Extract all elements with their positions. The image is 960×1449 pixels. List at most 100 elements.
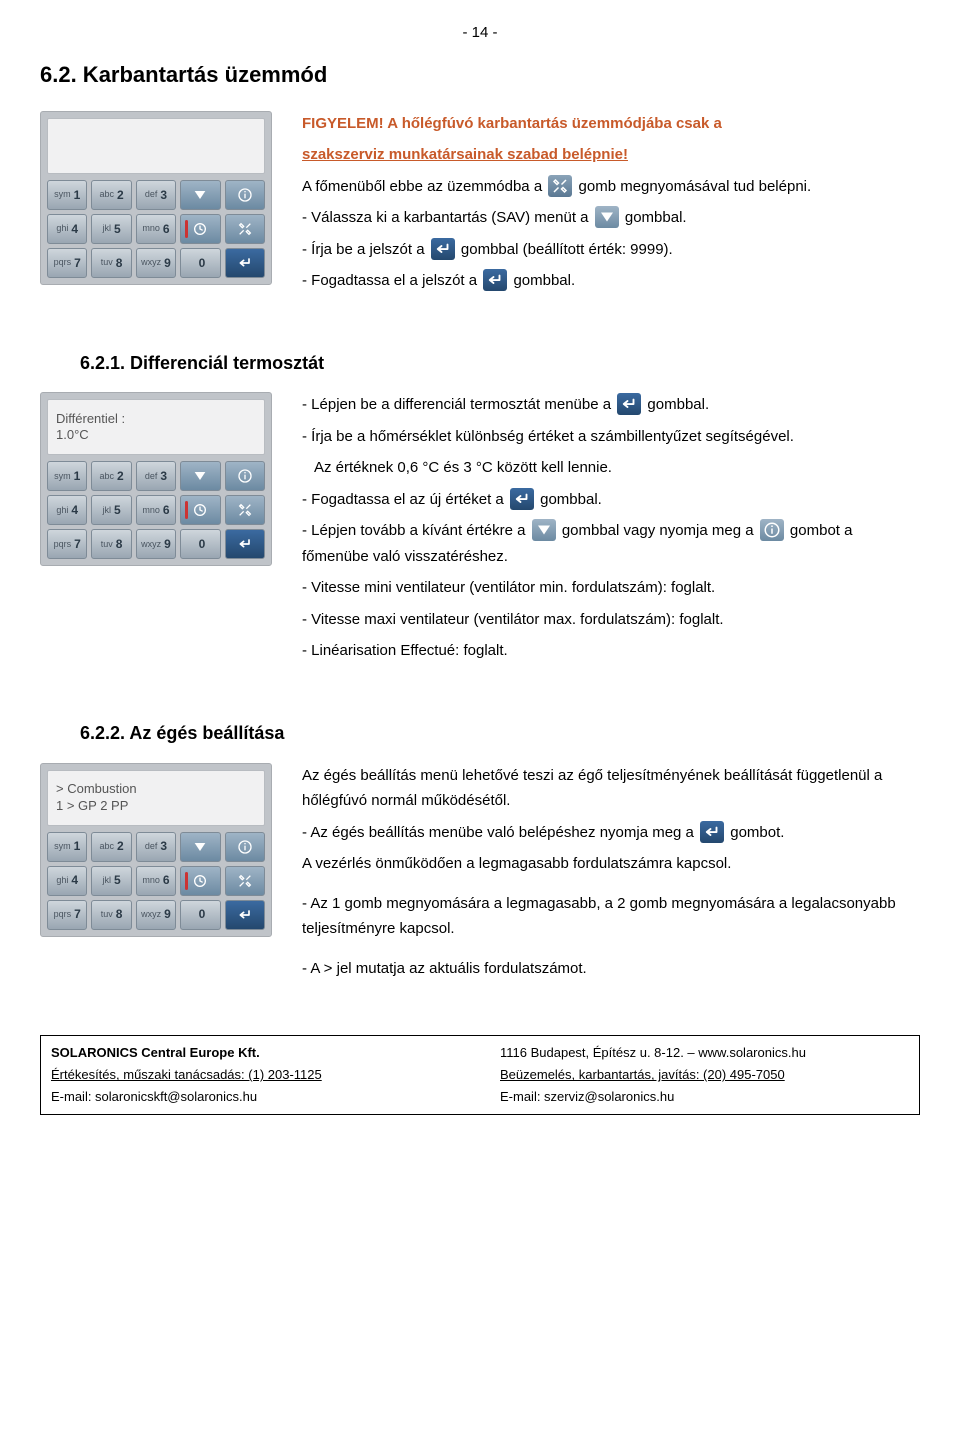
key-6[interactable]: mno6	[136, 866, 176, 896]
key-9[interactable]: wxyz9	[136, 529, 176, 559]
key-clock-icon[interactable]	[180, 214, 220, 244]
key-3[interactable]: def3	[136, 461, 176, 491]
key-4[interactable]: ghi4	[47, 214, 87, 244]
key-clock-icon[interactable]	[180, 866, 220, 896]
key-2[interactable]: abc2	[91, 180, 131, 210]
key-2[interactable]: abc2	[91, 461, 131, 491]
section-622-title: 6.2.2. Az égés beállítása	[80, 718, 920, 749]
down-triangle-icon	[595, 206, 619, 228]
key-6[interactable]: mno6	[136, 495, 176, 525]
s622-p2: - Az égés beállítás menübe való belépésh…	[302, 820, 920, 846]
page-footer: SOLARONICS Central Europe Kft. Értékesít…	[40, 1035, 920, 1115]
s621-p8: - Linéarisation Effectué: foglalt.	[302, 638, 920, 664]
section-621-text: - Lépjen be a differenciál termosztát me…	[302, 392, 920, 670]
warning-line1: FIGYELEM! A hőlégfúvó karbantartás üzemm…	[302, 111, 920, 137]
keypad-lcd: Différentiel : 1.0°C	[47, 399, 265, 455]
footer-company: SOLARONICS Central Europe Kft.	[51, 1045, 260, 1060]
key-8[interactable]: tuv8	[91, 529, 131, 559]
section-622-text: Az égés beállítás menü lehetővé teszi az…	[302, 763, 920, 988]
enter-icon	[700, 821, 724, 843]
section-621-block: Différentiel : 1.0°C sym1 abc2 def3 ghi4…	[40, 392, 920, 670]
key-1[interactable]: sym1	[47, 180, 87, 210]
section-621-title: 6.2.1. Differenciál termosztát	[80, 348, 920, 379]
info-icon	[760, 519, 784, 541]
footer-service: Beüzemelés, karbantartás, javítás: (20) …	[500, 1067, 785, 1082]
s621-p6: - Vitesse mini ventilateur (ventilátor m…	[302, 575, 920, 601]
keypad-1: sym1 abc2 def3 ghi4 jkl5 mno6 pqrs7 tuv8…	[40, 111, 280, 285]
keypad-3: > Combustion 1 > GP 2 PP sym1 abc2 def3 …	[40, 763, 280, 937]
key-3[interactable]: def3	[136, 832, 176, 862]
key-8[interactable]: tuv8	[91, 900, 131, 930]
key-4[interactable]: ghi4	[47, 495, 87, 525]
key-tools-icon[interactable]	[225, 214, 265, 244]
s62-p3: - Írja be a jelszót a gombbal (beállítot…	[302, 237, 920, 263]
key-down-icon[interactable]	[180, 832, 220, 862]
keypad-2: Différentiel : 1.0°C sym1 abc2 def3 ghi4…	[40, 392, 280, 566]
key-4[interactable]: ghi4	[47, 866, 87, 896]
keypad-lcd: > Combustion 1 > GP 2 PP	[47, 770, 265, 826]
enter-icon	[510, 488, 534, 510]
s62-p2: - Válassza ki a karbantartás (SAV) menüt…	[302, 205, 920, 231]
lcd-line2: 1.0°C	[56, 427, 256, 443]
key-7[interactable]: pqrs7	[47, 900, 87, 930]
key-tools-icon[interactable]	[225, 866, 265, 896]
key-tools-icon[interactable]	[225, 495, 265, 525]
warning-text-1: A hőlégfúvó karbantartás üzemmódjába csa…	[384, 115, 722, 132]
lcd-line2: 1 > GP 2 PP	[56, 798, 256, 814]
key-9[interactable]: wxyz9	[136, 248, 176, 278]
key-5[interactable]: jkl5	[91, 495, 131, 525]
key-1[interactable]: sym1	[47, 461, 87, 491]
key-enter-icon[interactable]	[225, 248, 265, 278]
key-info-icon[interactable]	[225, 832, 265, 862]
key-7[interactable]: pqrs7	[47, 529, 87, 559]
key-7[interactable]: pqrs7	[47, 248, 87, 278]
enter-icon	[431, 238, 455, 260]
lcd-line1: > Combustion	[56, 781, 256, 797]
key-6[interactable]: mno6	[136, 214, 176, 244]
s622-p4: - Az 1 gomb megnyomására a legmagasabb, …	[302, 891, 920, 942]
s621-p4: - Fogadtassa el az új értéket a gombbal.	[302, 487, 920, 513]
key-down-icon[interactable]	[180, 461, 220, 491]
section-62-block: sym1 abc2 def3 ghi4 jkl5 mno6 pqrs7 tuv8…	[40, 111, 920, 300]
keypad: > Combustion 1 > GP 2 PP sym1 abc2 def3 …	[40, 763, 272, 937]
key-0[interactable]: 0	[180, 900, 220, 930]
warning-label: FIGYELEM!	[302, 115, 384, 132]
section-62-text: FIGYELEM! A hőlégfúvó karbantartás üzemm…	[302, 111, 920, 300]
key-enter-icon[interactable]	[225, 529, 265, 559]
section-62-title: 6.2. Karbantartás üzemmód	[40, 56, 920, 93]
s621-p2: - Írja be a hőmérséklet különbség értéke…	[302, 424, 920, 450]
key-9[interactable]: wxyz9	[136, 900, 176, 930]
s622-p5: - A > jel mutatja az aktuális fordulatsz…	[302, 956, 920, 982]
keypad: sym1 abc2 def3 ghi4 jkl5 mno6 pqrs7 tuv8…	[40, 111, 272, 285]
s621-p5: - Lépjen tovább a kívánt értékre a gombb…	[302, 518, 920, 569]
key-clock-icon[interactable]	[180, 495, 220, 525]
s622-p3: A vezérlés önműködően a legmagasabb ford…	[302, 851, 920, 877]
s621-p1: - Lépjen be a differenciál termosztát me…	[302, 392, 920, 418]
s62-p1: A főmenüből ebbe az üzemmódba a gomb meg…	[302, 174, 920, 200]
key-0[interactable]: 0	[180, 529, 220, 559]
enter-icon	[617, 393, 641, 415]
footer-right: 1116 Budapest, Építész u. 8-12. – www.so…	[460, 1042, 909, 1108]
lcd-line1: Différentiel :	[56, 411, 256, 427]
key-0[interactable]: 0	[180, 248, 220, 278]
key-info-icon[interactable]	[225, 461, 265, 491]
s621-p7: - Vitesse maxi ventilateur (ventilátor m…	[302, 607, 920, 633]
key-enter-icon[interactable]	[225, 900, 265, 930]
footer-sales: Értékesítés, műszaki tanácsadás: (1) 203…	[51, 1067, 322, 1082]
footer-email-left: E-mail: solaronicskft@solaronics.hu	[51, 1086, 460, 1108]
keypad: Différentiel : 1.0°C sym1 abc2 def3 ghi4…	[40, 392, 272, 566]
key-5[interactable]: jkl5	[91, 214, 131, 244]
footer-email-right: E-mail: szerviz@solaronics.hu	[500, 1086, 909, 1108]
key-info-icon[interactable]	[225, 180, 265, 210]
enter-icon	[483, 269, 507, 291]
key-2[interactable]: abc2	[91, 832, 131, 862]
section-622-block: > Combustion 1 > GP 2 PP sym1 abc2 def3 …	[40, 763, 920, 988]
key-1[interactable]: sym1	[47, 832, 87, 862]
s622-p1: Az égés beállítás menü lehetővé teszi az…	[302, 763, 920, 814]
s621-p3: Az értéknek 0,6 °C és 3 °C között kell l…	[314, 455, 920, 481]
key-5[interactable]: jkl5	[91, 866, 131, 896]
key-down-icon[interactable]	[180, 180, 220, 210]
key-8[interactable]: tuv8	[91, 248, 131, 278]
s62-p4: - Fogadtassa el a jelszót a gombbal.	[302, 268, 920, 294]
key-3[interactable]: def3	[136, 180, 176, 210]
